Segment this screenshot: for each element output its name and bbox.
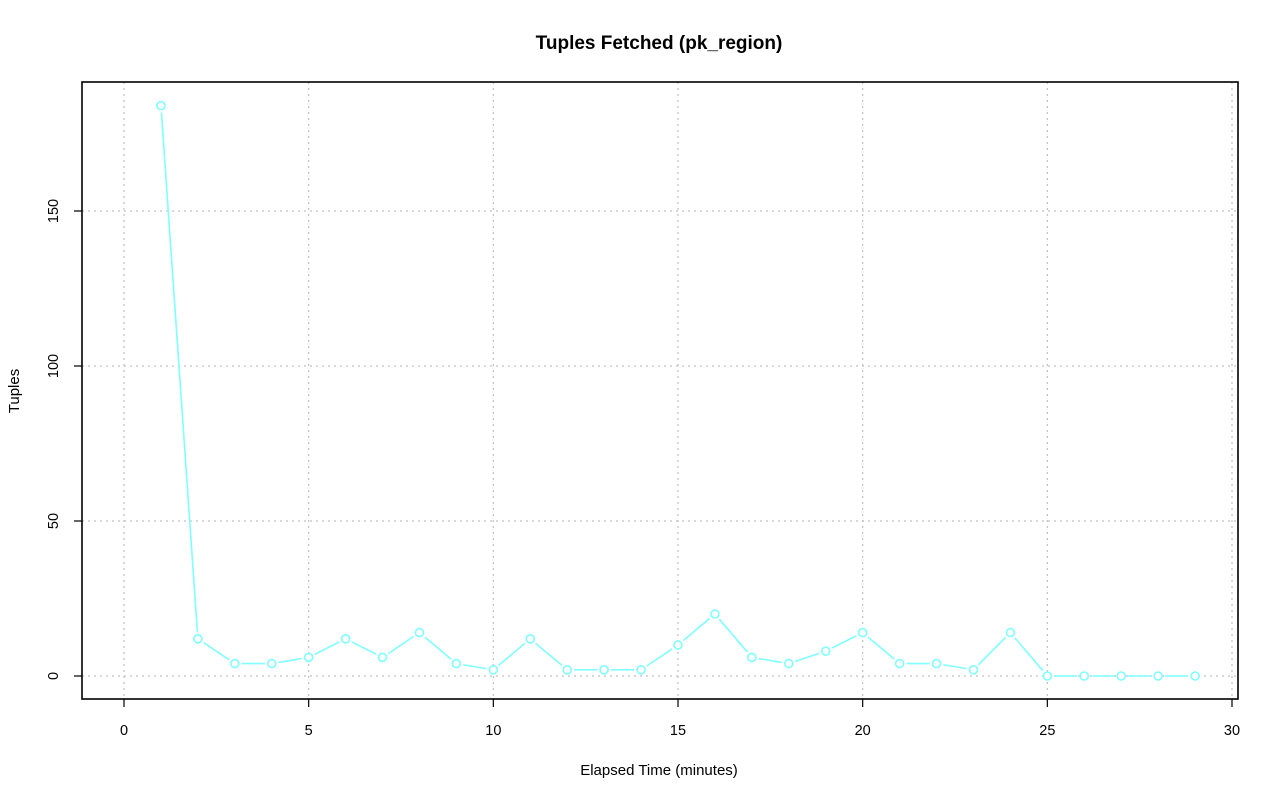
- series-segment: [203, 642, 230, 661]
- y-tick-label: 0: [46, 672, 62, 680]
- data-point: [636, 664, 646, 675]
- series-segment: [463, 663, 487, 670]
- x-tick-label: 20: [855, 723, 871, 739]
- gridlines: [82, 82, 1238, 699]
- x-tick-label: 30: [1224, 723, 1240, 739]
- data-point: [1153, 671, 1163, 681]
- data-point: [193, 633, 203, 644]
- data-point: [488, 664, 499, 675]
- series-segment: [535, 642, 563, 666]
- data-point: [857, 627, 868, 638]
- data-point: [1005, 627, 1016, 638]
- data-point: [747, 652, 757, 663]
- series-segment: [795, 652, 820, 663]
- series-segment: [351, 641, 377, 655]
- data-point: [968, 664, 979, 675]
- x-tick-label: 5: [305, 723, 313, 739]
- y-axis-label: Tuples: [6, 369, 23, 413]
- series-segment: [943, 663, 967, 670]
- data-point: [1190, 671, 1200, 681]
- x-tick-label: 0: [120, 723, 128, 739]
- series-segment: [758, 657, 783, 664]
- data-point: [820, 646, 831, 657]
- y-tick-label: 150: [46, 199, 62, 223]
- data-point: [1079, 671, 1090, 681]
- series-segment: [387, 635, 415, 655]
- data-point: [1042, 671, 1053, 681]
- data-point: [525, 633, 536, 644]
- x-tick-label: 15: [670, 723, 686, 739]
- data-point: [562, 664, 573, 675]
- data-point: [451, 658, 462, 669]
- series-segment: [646, 648, 673, 667]
- data-point: [377, 652, 388, 663]
- series-segment: [314, 641, 340, 655]
- data-point: [303, 652, 314, 663]
- data-point: [894, 658, 905, 669]
- series-segment: [831, 635, 857, 649]
- x-axis: 0 5 10 15 20 25 30: [120, 699, 1240, 739]
- x-tick-label: 10: [485, 723, 501, 739]
- series-segment: [160, 112, 199, 632]
- y-tick-label: 100: [46, 354, 62, 378]
- data-point: [230, 658, 240, 669]
- data-point: [673, 640, 683, 650]
- data-point: [340, 633, 351, 644]
- data-point: [156, 100, 166, 111]
- y-axis: 0 50 100 150: [46, 199, 82, 680]
- series-segment: [682, 617, 711, 642]
- plot-frame: [81, 81, 1239, 700]
- data-point: [599, 664, 609, 675]
- data-point: [266, 658, 277, 669]
- data-point: [931, 658, 942, 669]
- series-segment: [718, 618, 748, 653]
- data-point: [1116, 671, 1126, 681]
- y-tick-label: 50: [46, 513, 62, 529]
- series-layer: [156, 100, 1200, 681]
- series-segment: [278, 657, 302, 664]
- series-segment: [424, 636, 452, 660]
- chart-title: Tuples Fetched (pk_region): [536, 33, 783, 54]
- data-point: [783, 658, 794, 669]
- series-segment: [867, 636, 895, 660]
- data-point: [414, 627, 425, 638]
- data-point: [710, 609, 720, 619]
- series-segment: [498, 642, 526, 666]
- series-segment: [1014, 637, 1044, 672]
- series-segment: [977, 637, 1007, 666]
- x-tick-label: 25: [1039, 723, 1055, 739]
- x-axis-label: Elapsed Time (minutes): [580, 762, 738, 779]
